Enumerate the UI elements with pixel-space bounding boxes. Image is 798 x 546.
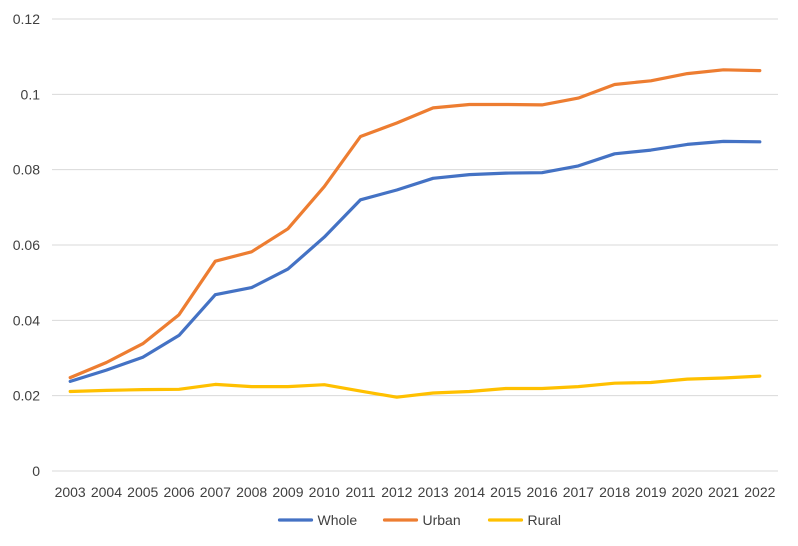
legend-label-rural: Rural bbox=[528, 512, 561, 528]
y-tick-label: 0.12 bbox=[13, 11, 40, 27]
series-line-urban bbox=[68, 68, 762, 380]
x-tick-label: 2018 bbox=[599, 484, 630, 500]
y-axis: 0 0.02 0.04 0.06 0.08 0.1 0.12 bbox=[13, 11, 40, 479]
x-axis: 2003 2004 2005 2006 2007 2008 2009 2010 2011 2012… bbox=[55, 484, 776, 500]
x-tick-label: 2011 bbox=[345, 484, 375, 500]
x-tick-label: 2007 bbox=[200, 484, 231, 500]
legend: Whole Urban Rural bbox=[277, 512, 561, 528]
x-tick-label: 2008 bbox=[236, 484, 267, 500]
x-tick-label: 2020 bbox=[672, 484, 703, 500]
legend-label-whole: Whole bbox=[318, 512, 358, 528]
x-tick-label: 2021 bbox=[708, 484, 739, 500]
y-tick-label: 0.1 bbox=[21, 86, 41, 102]
x-tick-label: 2006 bbox=[163, 484, 194, 500]
legend-label-urban: Urban bbox=[423, 512, 461, 528]
y-tick-label: 0.08 bbox=[13, 162, 40, 178]
x-tick-label: 2005 bbox=[127, 484, 158, 500]
y-tick-label: 0.02 bbox=[13, 388, 40, 404]
x-tick-label: 2016 bbox=[526, 484, 557, 500]
x-tick-label: 2013 bbox=[418, 484, 449, 500]
series-line-rural bbox=[68, 374, 762, 399]
x-tick-label: 2017 bbox=[563, 484, 594, 500]
x-tick-label: 2009 bbox=[272, 484, 303, 500]
x-tick-label: 2003 bbox=[55, 484, 86, 500]
y-tick-label: 0.04 bbox=[13, 312, 40, 328]
series-line-whole bbox=[68, 139, 762, 383]
x-tick-label: 2012 bbox=[381, 484, 412, 500]
x-tick-label: 2019 bbox=[635, 484, 666, 500]
y-tick-label: 0.06 bbox=[13, 237, 40, 253]
x-tick-label: 2010 bbox=[309, 484, 340, 500]
x-tick-label: 2014 bbox=[454, 484, 485, 500]
gridlines bbox=[52, 18, 778, 472]
x-tick-label: 2004 bbox=[91, 484, 122, 500]
x-tick-label: 2015 bbox=[490, 484, 521, 500]
x-tick-label: 2022 bbox=[744, 484, 775, 500]
series-lines bbox=[68, 68, 762, 399]
y-tick-label: 0 bbox=[32, 463, 40, 479]
